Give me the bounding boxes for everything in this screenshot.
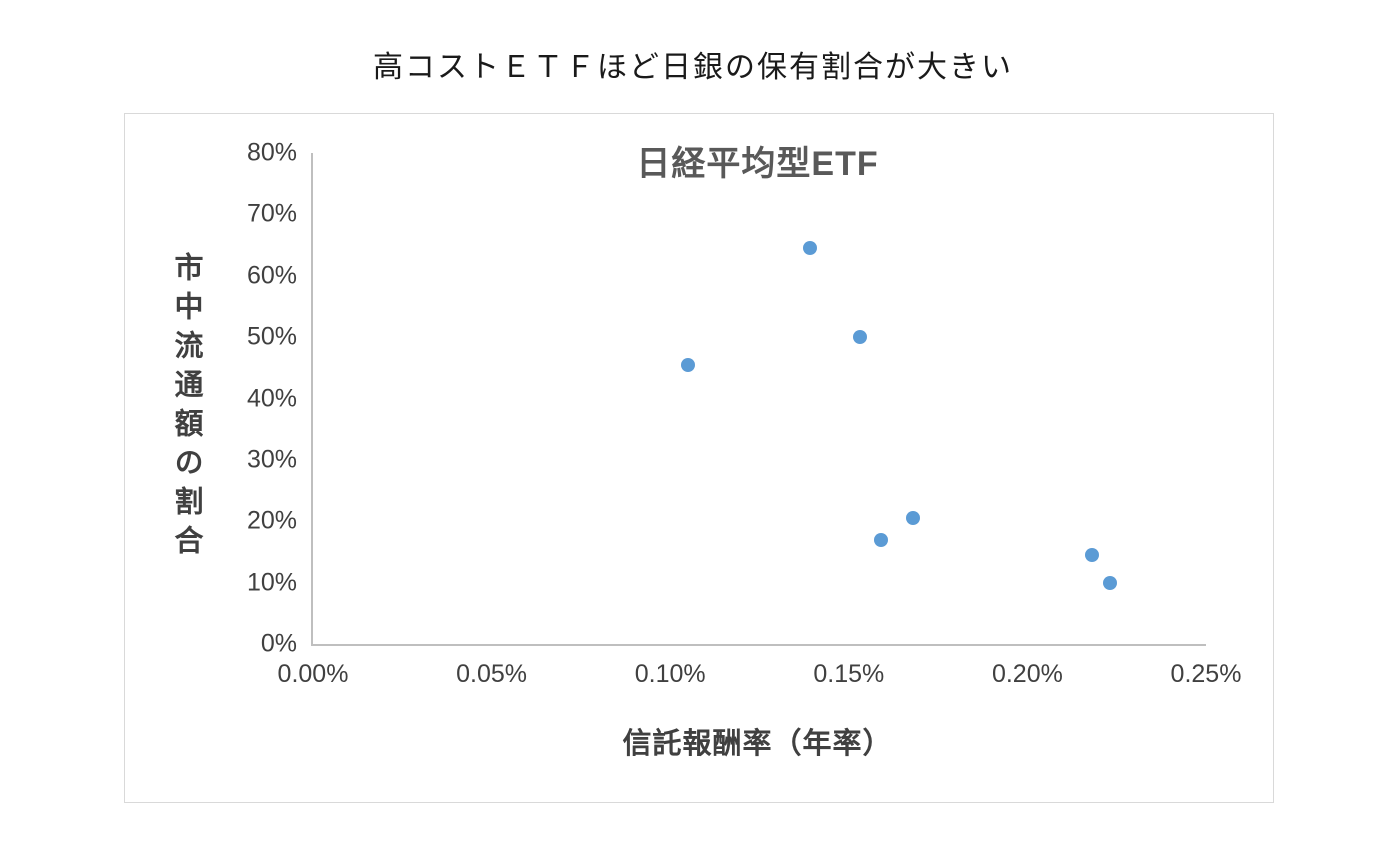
y-tick-label: 50%: [246, 322, 297, 351]
data-point: [1102, 575, 1117, 590]
data-point: [906, 511, 921, 526]
data-point: [802, 241, 817, 256]
page-title: 高コストＥＴＦほど日銀の保有割合が大きい: [373, 51, 1013, 84]
chart-container: 日経平均型ETF 市中流通額の割合 0% 10% 20% 30% 40% 50% 60% 70…: [124, 113, 1274, 803]
x-tick-label: 0.05%: [456, 660, 528, 688]
x-tick-label: 0.15%: [813, 660, 885, 688]
data-point: [873, 532, 888, 547]
x-tick-label: 0.20%: [991, 660, 1063, 688]
y-tick-label: 10%: [246, 568, 297, 597]
chart-title: 日経平均型ETF: [636, 145, 879, 183]
y-tick-label: 30%: [246, 445, 297, 474]
x-tick-label: 0.00%: [277, 660, 349, 688]
y-tick-label: 40%: [246, 384, 297, 412]
x-axis-label: 信託報酬率（年率）: [622, 728, 893, 760]
y-axis-label: 市中流通額の割合: [170, 252, 202, 564]
x-tick-label: 0.25%: [1170, 660, 1242, 688]
y-tick-label: 80%: [246, 138, 297, 167]
x-tick-label: 0.10%: [634, 660, 706, 688]
y-tick-label: 20%: [246, 506, 297, 535]
data-point: [852, 330, 867, 345]
data-point: [1084, 548, 1099, 562]
data-point: [681, 357, 696, 372]
plot-area: 0% 10% 20% 30% 40% 50% 60% 70% 80% 0.00% 0.05% 0.10…: [247, 140, 1241, 687]
y-tick-label: 60%: [246, 261, 297, 290]
y-tick-label: 0%: [260, 629, 297, 658]
y-tick-label: 70%: [246, 199, 297, 228]
